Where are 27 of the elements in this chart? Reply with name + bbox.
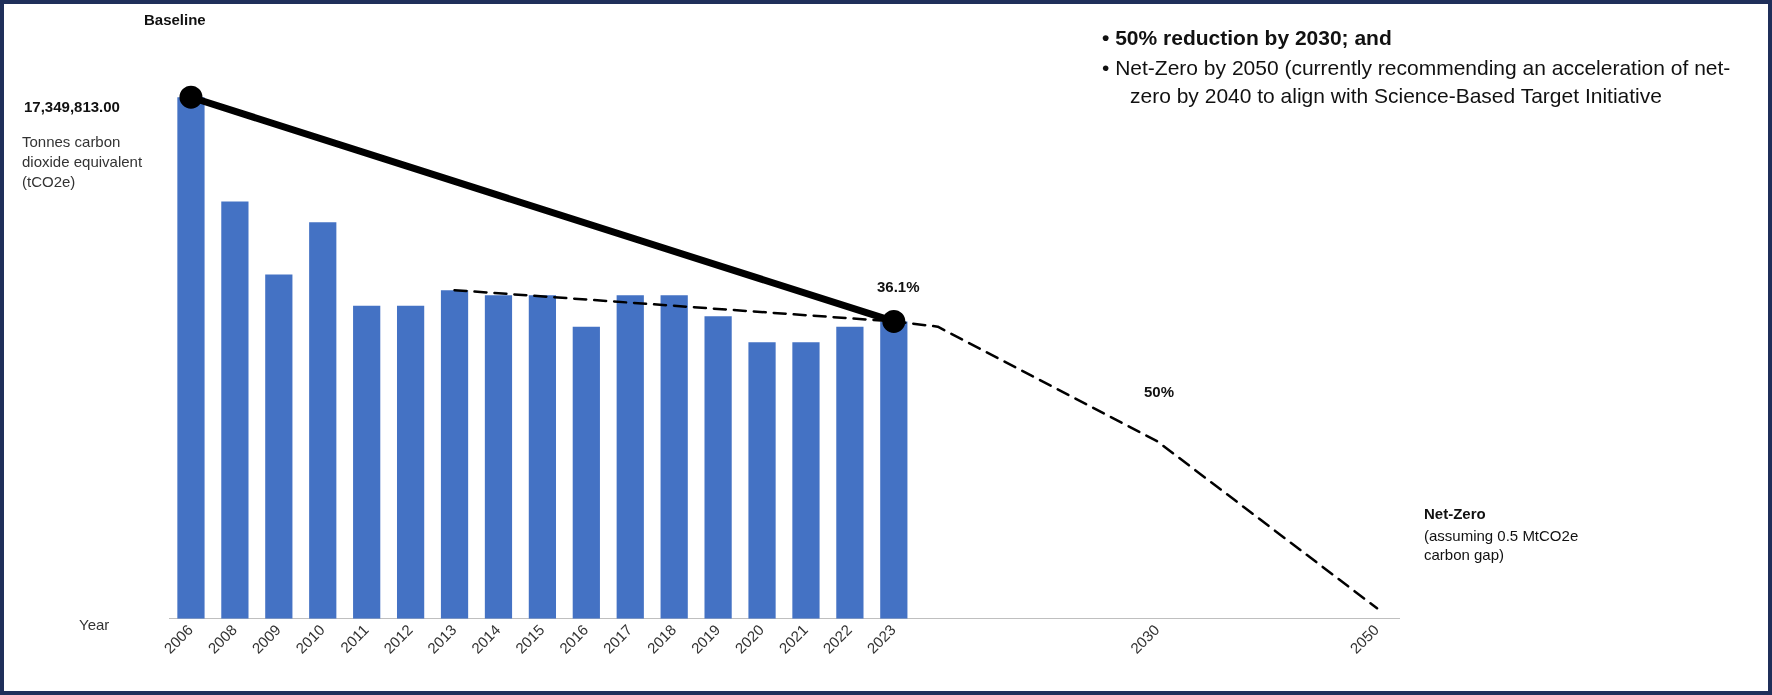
bar xyxy=(792,342,820,619)
bar xyxy=(704,316,732,619)
bar xyxy=(396,305,425,619)
y-axis-title: Tonnes carbon dioxide equivalent (tCO2e) xyxy=(22,132,144,192)
text: 17,349,813.00 xyxy=(24,97,121,116)
annotation: • Net-Zero by 2050 (currently recommending an acceleration of net-zero by 2040 to align with Science-Based Target Initiative xyxy=(1102,55,1732,109)
text: Net-Zero xyxy=(1424,504,1487,523)
text: (assuming 0.5 MtCO2e carbon gap) xyxy=(1424,526,1580,564)
bar xyxy=(836,326,864,619)
annotation: 36.1% xyxy=(877,277,921,296)
bar xyxy=(748,342,776,619)
bar xyxy=(265,274,293,619)
bar xyxy=(572,326,600,619)
bar xyxy=(660,295,688,619)
bar xyxy=(177,97,205,619)
bar xyxy=(616,295,644,619)
bar xyxy=(353,305,381,619)
bar xyxy=(309,222,337,619)
bar xyxy=(484,295,513,619)
bar xyxy=(880,321,908,619)
text: Baseline xyxy=(144,10,207,29)
bar xyxy=(528,295,557,619)
annotation: 50% xyxy=(1144,382,1176,401)
text: • 50% reduction by 2030; and xyxy=(1102,25,1393,51)
bar xyxy=(440,290,469,619)
bar xyxy=(221,201,249,619)
x-axis-title: Year xyxy=(79,616,110,633)
